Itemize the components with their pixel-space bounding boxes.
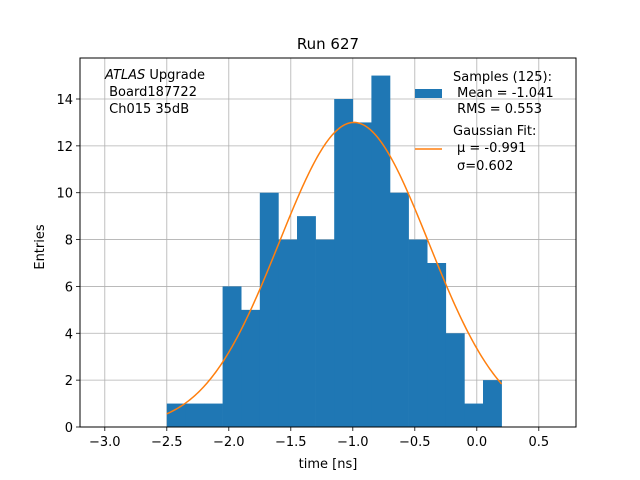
legend-samples-line-1: Samples (125): [453, 70, 552, 85]
legend-fit-line-2: μ = -0.991 [457, 141, 526, 156]
histogram-bar [464, 403, 484, 427]
histogram-bar [334, 99, 354, 427]
histogram-bar [241, 309, 261, 427]
histogram-bar [390, 192, 409, 427]
histogram-bar [427, 263, 447, 427]
x-tick-label: 0.5 [528, 435, 549, 450]
y-tick-label: 6 [65, 280, 73, 295]
histogram-bar [315, 239, 335, 427]
y-tick-label: 14 [56, 93, 73, 108]
legend-fit-line-3: σ=0.602 [457, 159, 513, 174]
histogram-bar [185, 403, 205, 427]
x-axis-label: time [ns] [299, 457, 358, 472]
annotation-line-3: Ch015 35dB [105, 102, 189, 117]
histogram-bar [166, 403, 186, 427]
x-tick-label: −2.0 [213, 435, 245, 450]
histogram-bars [166, 75, 502, 428]
chart-title: Run 627 [297, 35, 359, 53]
x-tick-label: −2.5 [151, 435, 183, 450]
x-tick-label: −3.0 [89, 435, 121, 450]
x-tick-label: 0.0 [466, 435, 487, 450]
plot-frame [79, 57, 577, 428]
legend-swatch-histogram [415, 89, 442, 98]
histogram-bar [483, 380, 502, 427]
y-tick-label: 2 [65, 374, 73, 389]
y-tick-label: 8 [65, 234, 73, 249]
histogram-bar [352, 122, 372, 427]
y-tick-label: 12 [56, 140, 73, 155]
histogram-bar [371, 75, 391, 428]
annotation-upgrade: Upgrade [145, 68, 205, 83]
legend-fit-line-1: Gaussian Fit: [453, 124, 536, 139]
x-tick-label: −1.5 [275, 435, 307, 450]
y-tick-label: 10 [56, 187, 73, 202]
x-tick-label: −0.5 [399, 435, 431, 450]
histogram-bar [408, 239, 428, 427]
y-tick-label: 4 [65, 327, 73, 342]
histogram-bar [204, 403, 223, 427]
histogram-bar [445, 333, 465, 427]
histogram-bar [222, 286, 242, 427]
annotation-box: ATLAS Upgrade Board187722 Ch015 35dB [104, 68, 205, 117]
y-tick-label: 0 [65, 421, 73, 436]
histogram-bar [259, 192, 279, 427]
x-axis: −3.0 −2.5 −2.0 −1.5 −1.0 −0.5 0.0 0.5 [89, 427, 549, 450]
legend-samples-line-3: RMS = 0.553 [453, 102, 542, 117]
annotation-atlas: ATLAS [104, 68, 145, 83]
annotation-line-2: Board187722 [105, 85, 197, 100]
x-tick-label: −1.0 [337, 435, 369, 450]
annotation-line-1: ATLAS Upgrade [104, 68, 205, 83]
y-axis: 0 2 4 6 8 10 12 14 [56, 93, 80, 436]
gaussian-fit-curve [166, 121, 503, 415]
legend: Samples (125): Mean = -1.041 RMS = 0.553… [415, 70, 554, 174]
histogram-bar [297, 216, 316, 427]
histogram-bar [278, 239, 298, 427]
y-axis-label: Entries [33, 224, 48, 270]
legend-samples-line-2: Mean = -1.041 [453, 86, 554, 101]
